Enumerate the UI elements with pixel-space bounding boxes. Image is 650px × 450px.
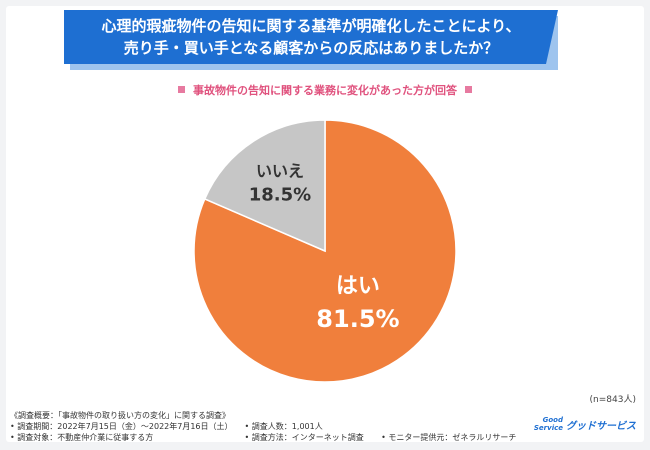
survey-footer: 《調査概要：「事故物件の取り扱い方の変化」に関する調査》 • 調査期間：2022… xyxy=(10,410,516,443)
title-line-1: 心理的瑕疵物件の告知に関する基準が明確化したことにより、 xyxy=(101,17,521,35)
footer-target: • 調査対象：不動産仲介業に従事する方 xyxy=(10,433,154,442)
title-line-2: 売り手・買い手となる顧客からの反応はありましたか？ xyxy=(123,39,499,57)
sample-size: (n=843人) xyxy=(589,395,636,405)
footer-period: • 調査期間：2022年7月15日（金）〜2022年7月16日（土） xyxy=(10,422,233,431)
footer-provider: • モニター提供元：ゼネラルリサーチ xyxy=(381,433,517,442)
subtitle-text: 事故物件の告知に関する業務に変化があった方が回答 xyxy=(193,84,457,97)
slice-value-no: 18.5% xyxy=(249,184,311,205)
footer-count: • 調査人数：1,001人 xyxy=(244,422,323,431)
square-icon xyxy=(178,86,185,93)
pie-labels: はい 81.5% いいえ 18.5% xyxy=(249,161,400,333)
logo-mark-line-2: Service xyxy=(533,424,563,432)
slice-label-no: いいえ xyxy=(256,161,304,180)
logo-mark: Good Service xyxy=(534,416,563,432)
square-icon xyxy=(465,86,472,93)
chart-title: 心理的瑕疵物件の告知に関する基準が明確化したことにより、 売り手・買い手となる顧… xyxy=(64,10,558,64)
chart-subtitle: 事故物件の告知に関する業務に変化があった方が回答 xyxy=(0,82,650,98)
brand-logo: Good Service グッドサービス xyxy=(534,416,636,432)
pie-slice-no xyxy=(203,119,326,253)
pie-slices xyxy=(193,119,457,383)
logo-mark-line-1: Good xyxy=(542,416,563,424)
slice-label-yes: はい xyxy=(336,274,380,299)
title-banner xyxy=(64,10,546,64)
slice-value-yes: 81.5% xyxy=(316,305,399,333)
footer-method: • 調査方法：インターネット調査 xyxy=(244,433,364,442)
logo-name: グッドサービス xyxy=(566,420,636,432)
footer-heading: 《調査概要：「事故物件の取り扱い方の変化」に関する調査》 xyxy=(10,411,230,420)
